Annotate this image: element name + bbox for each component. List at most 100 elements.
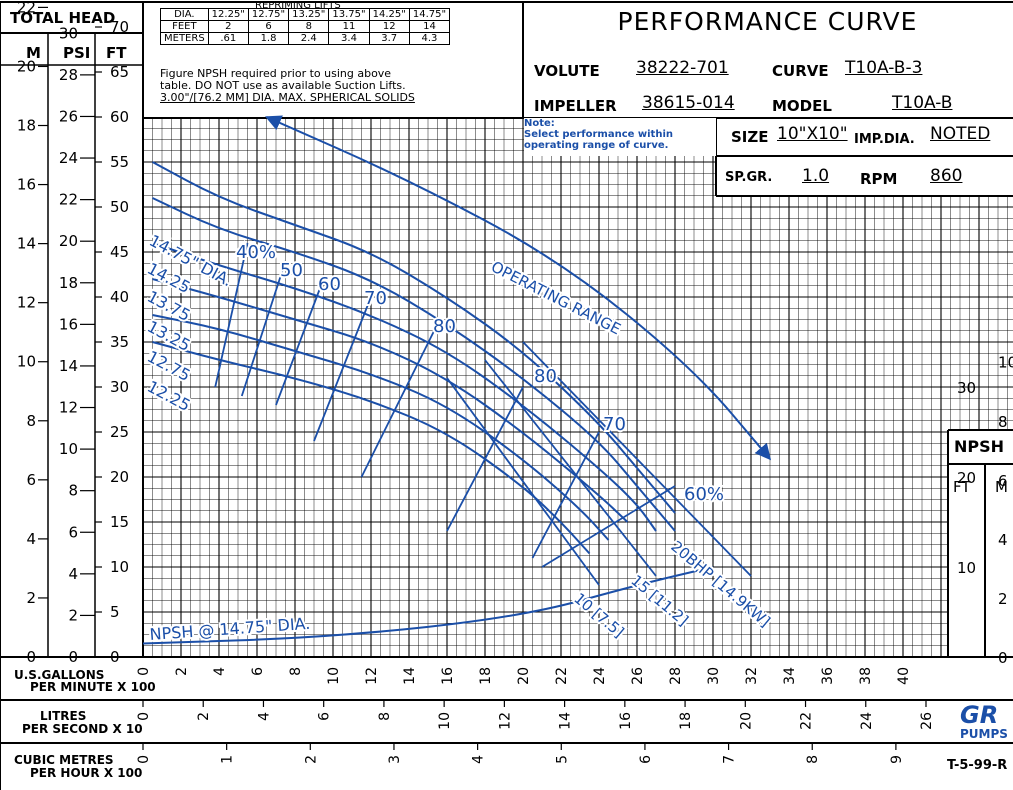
gpm-tick-label: 28 [668, 667, 684, 685]
efficiency-label: 70 [603, 414, 626, 435]
gpm-tick-label: 30 [706, 667, 722, 685]
ft-tick-label: 40 [110, 288, 129, 306]
impdia-label: IMP.DIA. [854, 132, 915, 147]
psi-tick-label: 2 [68, 606, 78, 624]
impeller-label: IMPELLER [534, 97, 617, 115]
impeller-value: 38615-014 [642, 93, 735, 113]
note-box: Note: Select performance within operatin… [524, 118, 716, 156]
efficiency-label: 50 [280, 260, 303, 281]
m-tick-label: 18 [17, 117, 36, 135]
npsh-m-label: M [995, 478, 1008, 496]
gpm-tick-label: 24 [592, 667, 608, 685]
table-cell: 2.4 [288, 32, 330, 45]
gpm-tick-label: 38 [858, 667, 874, 685]
psi-tick-label: 8 [68, 482, 78, 500]
ft-tick-label: 20 [110, 468, 129, 486]
m-tick-label: 22 [17, 0, 36, 16]
m-tick-label: 6 [26, 471, 36, 489]
operating-range-line [265, 115, 772, 461]
gpm-tick-label: 16 [440, 667, 456, 685]
efficiency-label: 80 [534, 366, 557, 387]
efficiency-label: 60 [318, 274, 341, 295]
spgr-label: SP.GR. [725, 170, 773, 185]
ft-tick-label: 10 [110, 558, 129, 576]
series-label: NPSH @ 14.75" DIA. [149, 614, 311, 644]
table-cell: 11 [328, 20, 370, 33]
table-cell: 12.25" [207, 8, 249, 21]
rpm-value: 860 [930, 166, 963, 186]
total-head-label: TOTAL HEAD [10, 9, 116, 27]
header-backdrop [523, 0, 1013, 118]
table-cell: 14.25" [368, 8, 410, 21]
efficiency-line [541, 485, 676, 568]
logo: GR PUMPS [960, 703, 1013, 741]
npsh-ft-tick-label: 20 [957, 469, 976, 487]
lps-tick-label: 22 [799, 712, 815, 730]
axis-label-line: U.S.GALLONS [14, 668, 105, 682]
npsh-m-tick-label: 10 [998, 354, 1013, 372]
gpm-tick-label: 8 [288, 667, 304, 676]
psi-tick-label: 4 [68, 565, 78, 583]
m-tick-label: 10 [17, 353, 36, 371]
repriming-footnote: Figure NPSH required prior to using abov… [160, 68, 415, 104]
volute-value: 38222-701 [636, 58, 729, 78]
table-cell: 3.4 [328, 32, 370, 45]
ft-tick-label: 70 [110, 18, 129, 36]
lps-tick-label: 10 [437, 712, 453, 730]
size-value: 10"X10" [777, 124, 848, 144]
table-cell: 2 [207, 20, 249, 33]
drawing-number: T-5-99-R [947, 758, 1008, 773]
footnote-line: table. DO NOT use as available Suction L… [160, 79, 406, 92]
curve-label: CURVE [772, 62, 829, 80]
spgr-value: 1.0 [802, 166, 830, 186]
psi-tick-label: 6 [68, 523, 78, 541]
efficiency-line [214, 242, 249, 388]
footnote-line: Figure NPSH required prior to using abov… [160, 67, 392, 80]
gpm-tick-label: 36 [820, 667, 836, 685]
table-cell: 14.75" [408, 8, 451, 21]
table-header-cell: DIA. [160, 8, 209, 21]
lps-tick-label: 6 [317, 712, 333, 721]
efficiency-label: 70 [364, 288, 387, 309]
gpm-tick-label: 10 [326, 667, 342, 685]
psi-tick-label: 0 [68, 648, 78, 666]
axis-label-line: PER MINUTE X 100 [30, 680, 156, 694]
npsh-m-tick-label: 0 [998, 649, 1008, 667]
lps-tick-label: 12 [497, 712, 513, 730]
logo-mark: GR [960, 701, 999, 729]
gpm-tick-label: 32 [744, 667, 760, 685]
curve-value: T10A-B-3 [845, 58, 923, 78]
m-tick-label: 8 [26, 412, 36, 430]
gpm-tick-label: 26 [630, 667, 646, 685]
lps-axis-label: LITRES PER SECOND X 10 [22, 710, 143, 736]
m-tick-label: 2 [26, 589, 36, 607]
table-row: METERS .61 1.8 2.4 3.4 3.7 4.3 [160, 32, 451, 45]
psi-tick-label: 30 [59, 24, 78, 42]
model-label: MODEL [772, 97, 832, 115]
ft-tick-label: 0 [110, 648, 120, 666]
ft-tick-label: 45 [110, 243, 129, 261]
axis-label-line: PER SECOND X 10 [22, 722, 143, 736]
psi-unit-label: PSI [63, 44, 91, 62]
npsh-m-tick-label: 6 [998, 472, 1008, 490]
m-tick-label: 4 [26, 530, 36, 548]
repriming-title: REPRIMING LIFTS [255, 0, 341, 11]
table-row: DIA. 12.25" 12.75" 13.25" 13.75" 14.25" … [160, 8, 451, 21]
psi-tick-label: 14 [59, 357, 78, 375]
table-cell: 8 [288, 20, 330, 33]
table-cell: 12 [368, 20, 410, 33]
gpm-tick-label: 0 [136, 667, 152, 676]
cmh-tick-label: 9 [889, 755, 905, 764]
repriming-table: DIA. 12.25" 12.75" 13.25" 13.75" 14.25" … [160, 8, 451, 45]
psi-tick-label: 10 [59, 440, 78, 458]
psi-tick-label: 18 [59, 274, 78, 292]
size-label: SIZE [731, 128, 769, 146]
psi-tick-label: 12 [59, 399, 78, 417]
psi-tick-label: 26 [59, 107, 78, 125]
lps-tick-label: 16 [618, 712, 634, 730]
lps-tick-label: 0 [136, 712, 152, 721]
gpm-tick-label: 34 [782, 667, 798, 685]
efficiency-label: 60% [684, 484, 724, 505]
m-tick-label: 20 [17, 57, 36, 75]
tick-labels: 0510152025303540455055606570750246810121… [17, 0, 1013, 764]
